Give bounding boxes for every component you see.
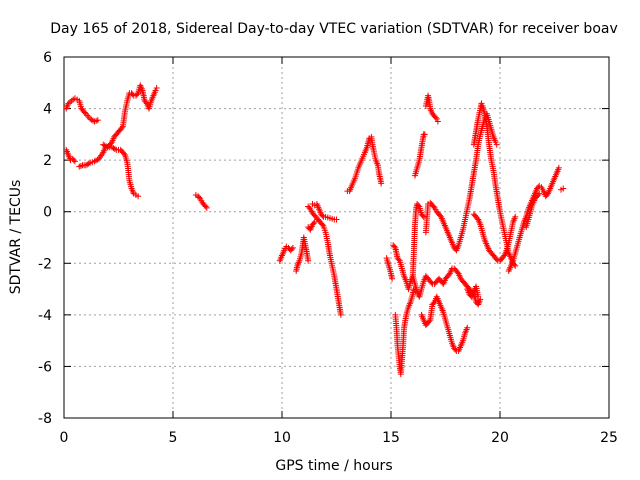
data-point [433, 115, 440, 122]
data-point [71, 158, 78, 165]
data-point [493, 141, 500, 148]
grid-lines [64, 57, 609, 418]
data-point [543, 191, 550, 198]
data-point [478, 100, 485, 107]
x-tick-label: 25 [600, 430, 618, 446]
data-point [389, 275, 396, 282]
data-point [310, 220, 317, 227]
data-point [337, 311, 344, 318]
data-point [430, 203, 437, 210]
data-point [202, 203, 209, 210]
data-point [311, 219, 318, 226]
data-point [434, 118, 441, 125]
data-point [134, 91, 141, 98]
x-tick-label: 20 [491, 430, 509, 446]
plot-frame [63, 56, 610, 419]
data-point [474, 215, 481, 222]
data-point [410, 286, 417, 293]
data-point [103, 143, 110, 150]
x-tick-label: 0 [60, 430, 69, 446]
data-point [492, 139, 499, 146]
data-point [196, 194, 203, 201]
data-point [203, 204, 210, 211]
data-point [153, 84, 160, 91]
data-point [420, 213, 427, 220]
data-point [432, 114, 439, 121]
data-point [333, 216, 340, 223]
data-point [430, 300, 437, 307]
x-axis-label: GPS time / hours [275, 458, 392, 474]
data-point [289, 244, 296, 251]
data-point [415, 202, 422, 209]
data-point [81, 109, 88, 116]
tick-labels: 0 5 10 15 20 25 -8 -6 -4 -2 0 2 4 6 [38, 50, 618, 446]
chart-title: Day 165 of 2018, Sidereal Day-to-day VTE… [50, 21, 618, 37]
data-point [142, 99, 149, 106]
y-tick-label: -4 [38, 308, 52, 324]
data-point [395, 256, 402, 263]
data-point [94, 117, 101, 124]
data-point [555, 164, 562, 171]
data-point [111, 145, 118, 152]
data-point [288, 246, 295, 253]
y-tick-label: -2 [38, 256, 52, 272]
data-point [306, 204, 313, 211]
data-point [464, 324, 471, 331]
data-point [454, 269, 461, 276]
data-point [378, 180, 385, 187]
x-tick-label: 15 [382, 430, 400, 446]
data-point [391, 243, 398, 250]
y-tick-label: 6 [43, 50, 52, 66]
data-point [512, 213, 519, 220]
data-point [445, 271, 452, 278]
data-point [319, 221, 326, 228]
data-point [85, 160, 92, 167]
data-point [437, 212, 444, 219]
data-point [120, 150, 127, 157]
y-tick-label: 2 [43, 153, 52, 169]
data-point [500, 253, 507, 260]
data-point [70, 157, 77, 164]
y-tick-label: -6 [38, 359, 52, 375]
data-point [421, 131, 428, 138]
data-point [560, 185, 567, 192]
data-point [107, 140, 114, 147]
data-point [419, 212, 426, 219]
data-point [135, 193, 142, 200]
data-point [426, 318, 433, 325]
y-tick-label: 0 [43, 205, 52, 221]
data-point [319, 212, 326, 219]
y-tick-label: -8 [38, 411, 52, 427]
x-tick-label: 10 [273, 430, 291, 446]
y-tick-label: 4 [43, 102, 52, 118]
data-point [475, 293, 482, 300]
data-point [305, 257, 312, 264]
data-point [118, 124, 125, 131]
data-points [63, 82, 567, 378]
data-point [535, 191, 542, 198]
x-tick-label: 5 [169, 430, 178, 446]
data-point [536, 190, 543, 197]
y-axis-label: SDTVAR / TECUs [8, 180, 24, 295]
data-point [152, 87, 159, 94]
